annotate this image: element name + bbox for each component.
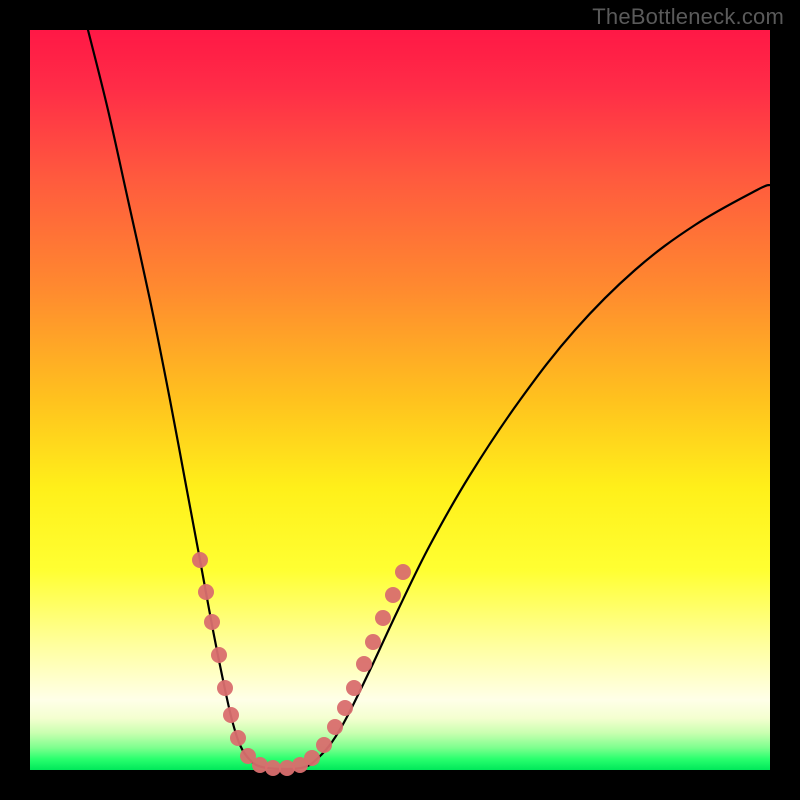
curve-marker	[192, 552, 208, 568]
curve-marker	[327, 719, 343, 735]
chart-frame: TheBottleneck.com	[0, 0, 800, 800]
bottleneck-curve-chart	[0, 0, 800, 800]
curve-markers	[192, 552, 411, 776]
curve-marker	[395, 564, 411, 580]
curve-marker	[265, 760, 281, 776]
curve-marker	[211, 647, 227, 663]
curve-marker	[223, 707, 239, 723]
curve-marker	[304, 750, 320, 766]
curve-marker	[356, 656, 372, 672]
watermark-text: TheBottleneck.com	[592, 4, 784, 30]
curve-marker	[365, 634, 381, 650]
curve-marker	[337, 700, 353, 716]
curve-marker	[230, 730, 246, 746]
curve-marker	[198, 584, 214, 600]
bottleneck-curve-line	[88, 30, 770, 769]
curve-marker	[204, 614, 220, 630]
curve-marker	[346, 680, 362, 696]
curve-marker	[385, 587, 401, 603]
curve-marker	[217, 680, 233, 696]
curve-marker	[375, 610, 391, 626]
curve-marker	[316, 737, 332, 753]
